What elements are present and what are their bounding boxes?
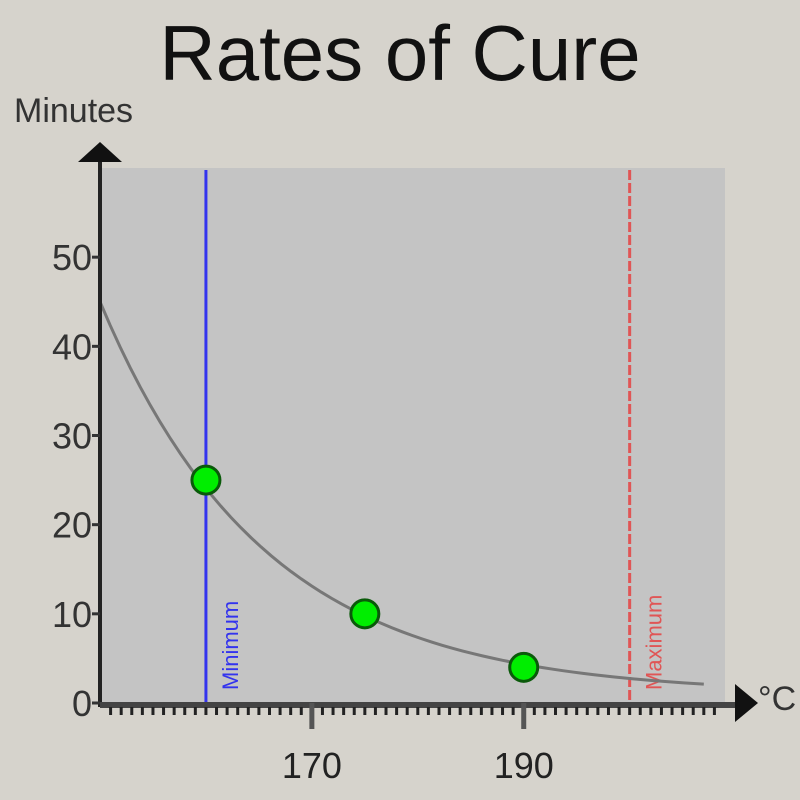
reference-label-maximum: Maximum (642, 595, 667, 690)
y-tick-label: 30 (52, 416, 92, 457)
y-axis-label: Minutes (14, 92, 134, 130)
x-tick-label: 190 (494, 745, 554, 786)
y-tick-label: 20 (52, 505, 92, 546)
reference-label-minimum: Minimum (218, 601, 243, 690)
data-point (508, 651, 540, 683)
y-tick-label: 0 (72, 683, 92, 724)
x-tick-label: 170 (282, 745, 342, 786)
x-axis-arrow (735, 684, 758, 722)
plot-area (100, 168, 725, 703)
y-tick-label: 40 (52, 326, 92, 367)
x-axis-label: °C (758, 680, 797, 718)
y-tick-label: 50 (52, 237, 92, 278)
y-axis-arrow (78, 142, 122, 162)
data-point (190, 464, 222, 496)
y-tick-label: 10 (52, 594, 92, 635)
chart-title: Rates of Cure (159, 9, 641, 97)
data-point (349, 598, 381, 630)
